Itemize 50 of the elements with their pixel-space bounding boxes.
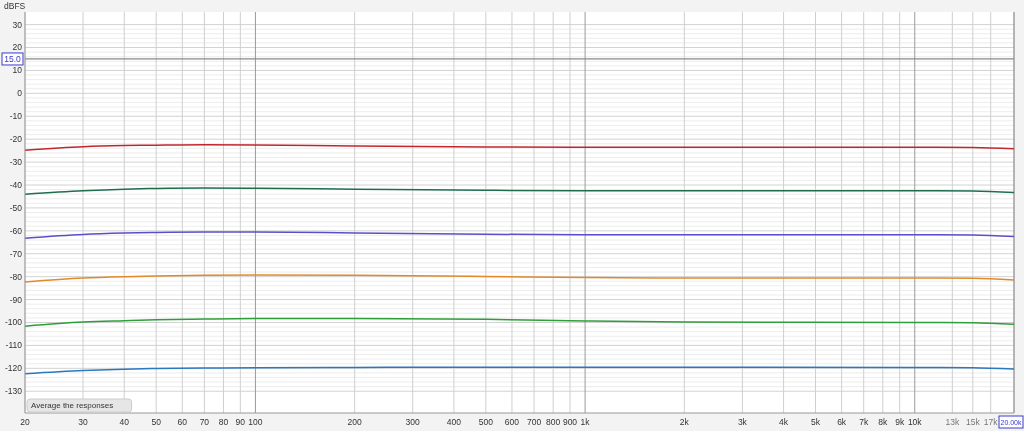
x-tick-label: 80 [218, 417, 229, 427]
x-tick-label: 9k [895, 417, 905, 427]
y-tick-label: 20 [12, 42, 23, 53]
x-tick-label: 70 [199, 417, 210, 427]
y-tick-label: 30 [12, 19, 23, 30]
x-tick-label: 15k [965, 417, 981, 427]
x-tick-label: 50 [151, 417, 162, 427]
y-tick-label: -130 [4, 386, 23, 397]
y-tick-label: 10 [12, 65, 23, 76]
y-tick-label: -90 [9, 294, 23, 305]
y-tick-label: -40 [9, 179, 23, 190]
x-tick-label: 60 [177, 417, 188, 427]
x-tick-label: 10k [907, 417, 923, 427]
x-tick-label: 500 [478, 417, 494, 427]
y-tick-label: -10 [9, 111, 23, 122]
x-tick-label: 900 [562, 417, 578, 427]
x-tick-label: 4k [779, 417, 789, 427]
x-tick-label: 17k [983, 417, 999, 427]
x-tick-label: 600 [504, 417, 520, 427]
x-tick-label: 300 [405, 417, 421, 427]
x-tick-label: 30 [78, 417, 89, 427]
x-tick-label: 40 [119, 417, 130, 427]
x-tick-label: 700 [526, 417, 542, 427]
y-tick-label: -30 [9, 157, 23, 168]
y-tick-label: -110 [5, 340, 23, 351]
y-tick-label: -120 [4, 363, 23, 374]
y-tick-label: -50 [9, 202, 23, 213]
y-tick-label: -100 [4, 317, 23, 328]
x-tick-label: 5k [811, 417, 821, 427]
y-tick-label: 0 [17, 88, 23, 99]
y-tick-label: -80 [9, 271, 23, 282]
x-tick-label: 6k [837, 417, 847, 427]
x-tick-label: 13k [945, 417, 960, 427]
y-tick-label: -20 [9, 134, 23, 145]
x-tick-label: 20 [20, 417, 30, 427]
y-tick-label: -60 [9, 225, 23, 236]
x-tick-label: 8k [878, 417, 889, 427]
y-tick-label: -70 [9, 248, 23, 259]
x-tick-label: 100 [248, 417, 263, 427]
x-tick-label: 3k [737, 417, 748, 427]
ref-line-label: 15.0 [4, 53, 22, 64]
x-tick-label: 7k [859, 417, 869, 427]
x-tick-label: 90 [235, 417, 246, 427]
y-axis-title: dBFS [4, 1, 26, 11]
annotation: Average the responses [31, 401, 114, 410]
x-tick-label: 200 [347, 417, 363, 427]
x-tick-label: 400 [446, 417, 462, 427]
x-tick-label: 800 [546, 417, 561, 427]
x-tick-label: 2k [679, 417, 690, 427]
x-tick-label: 1k [580, 417, 591, 427]
